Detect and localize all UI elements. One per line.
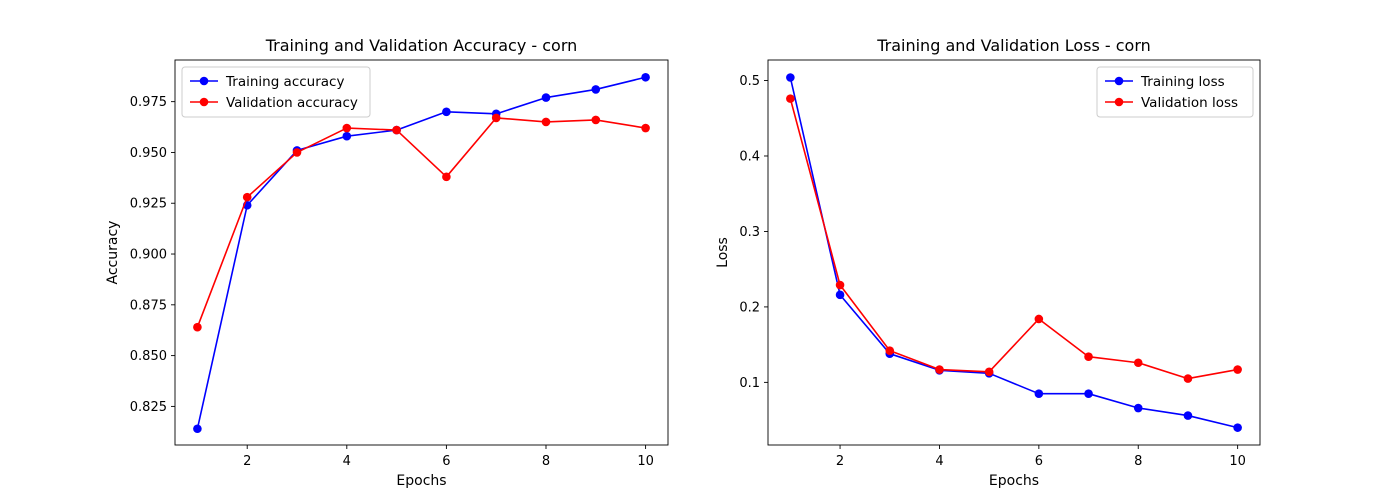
x-tick-label: 10 (1229, 454, 1246, 469)
chart-title: Training and Validation Accuracy - corn (265, 36, 578, 55)
series-line (789, 98, 1238, 380)
data-point (1183, 374, 1193, 383)
data-point (786, 73, 795, 82)
series-line (196, 76, 646, 429)
data-point (541, 117, 551, 127)
axes-frame (174, 59, 669, 446)
y-tick-label: 0.850 (130, 349, 167, 364)
y-tick-label: 0.1 (739, 376, 760, 391)
y-tick-label: 0.900 (130, 248, 167, 263)
data-point (1084, 352, 1093, 362)
data-point (984, 367, 994, 377)
data-point (193, 322, 202, 332)
data-point (242, 192, 252, 202)
legend-label: Validation accuracy (226, 95, 358, 111)
y-tick-label: 0.4 (739, 149, 760, 164)
x-tick-label: 6 (442, 454, 450, 469)
data-point (1233, 423, 1242, 432)
chart-title: Training and Validation Loss - corn (876, 36, 1151, 55)
x-tick-label: 6 (1035, 454, 1043, 469)
data-point (442, 107, 451, 117)
legend: Training loss Validation loss (1096, 66, 1254, 118)
data-point (342, 123, 352, 133)
data-point (1034, 314, 1044, 324)
x-tick-label: 2 (836, 454, 844, 469)
data-point (1233, 365, 1242, 374)
y-tick-label: 0.875 (130, 298, 167, 313)
data-point (1034, 389, 1044, 398)
series-line (196, 117, 646, 328)
y-tick-label: 0.925 (130, 197, 167, 212)
y-tick-label: 0.975 (130, 95, 167, 110)
data-point (392, 125, 401, 135)
legend-marker (199, 97, 209, 107)
data-point (641, 123, 650, 133)
data-point (1183, 411, 1193, 420)
legend: Training accuracy Validation accuracy (181, 66, 371, 118)
data-point (541, 93, 551, 102)
data-point (1133, 403, 1143, 413)
x-axis-label: Epochs (989, 473, 1039, 489)
data-point (1084, 389, 1093, 398)
y-tick-label: 0.825 (130, 400, 167, 415)
x-axis-label: Epochs (396, 473, 446, 489)
data-point (1133, 358, 1143, 368)
data-point (786, 94, 795, 103)
data-point (491, 113, 501, 123)
legend-label: Validation loss (1141, 95, 1238, 111)
data-point (641, 72, 650, 82)
data-point (342, 131, 352, 141)
x-tick-label: 4 (343, 454, 351, 469)
data-point (193, 424, 202, 434)
data-point (885, 346, 895, 355)
data-point (835, 290, 845, 300)
y-axis-label: Accuracy (105, 221, 121, 285)
data-point (591, 85, 601, 94)
y-axis-label: Loss (715, 237, 731, 268)
x-tick-label: 8 (1134, 454, 1142, 469)
series-line (789, 77, 1238, 429)
y-tick-label: 0.950 (130, 146, 167, 161)
y-tick-label: 0.5 (739, 74, 760, 89)
data-point (292, 148, 302, 157)
y-tick-label: 0.3 (739, 225, 760, 240)
data-point (835, 280, 845, 290)
chart-accuracy: Training and Validation Accuracy - corn 2… (105, 36, 669, 489)
y-tick-label: 0.2 (739, 300, 760, 315)
data-point (442, 172, 451, 182)
legend-marker (199, 76, 209, 86)
legend-marker (1114, 97, 1124, 107)
x-tick-label: 8 (542, 454, 550, 469)
legend-box (1096, 66, 1254, 118)
legend-label: Training accuracy (225, 74, 344, 90)
legend-box (181, 66, 371, 118)
data-point (591, 115, 601, 125)
legend-label: Training loss (1140, 74, 1225, 90)
chart-loss: Training and Validation Loss - corn 2 4 6 8 1… (715, 36, 1261, 489)
legend-marker (1114, 76, 1124, 86)
data-point (935, 365, 944, 374)
x-tick-label: 2 (243, 454, 251, 469)
x-tick-label: 4 (935, 454, 943, 469)
axes-frame (767, 59, 1261, 446)
x-tick-label: 10 (637, 454, 654, 469)
